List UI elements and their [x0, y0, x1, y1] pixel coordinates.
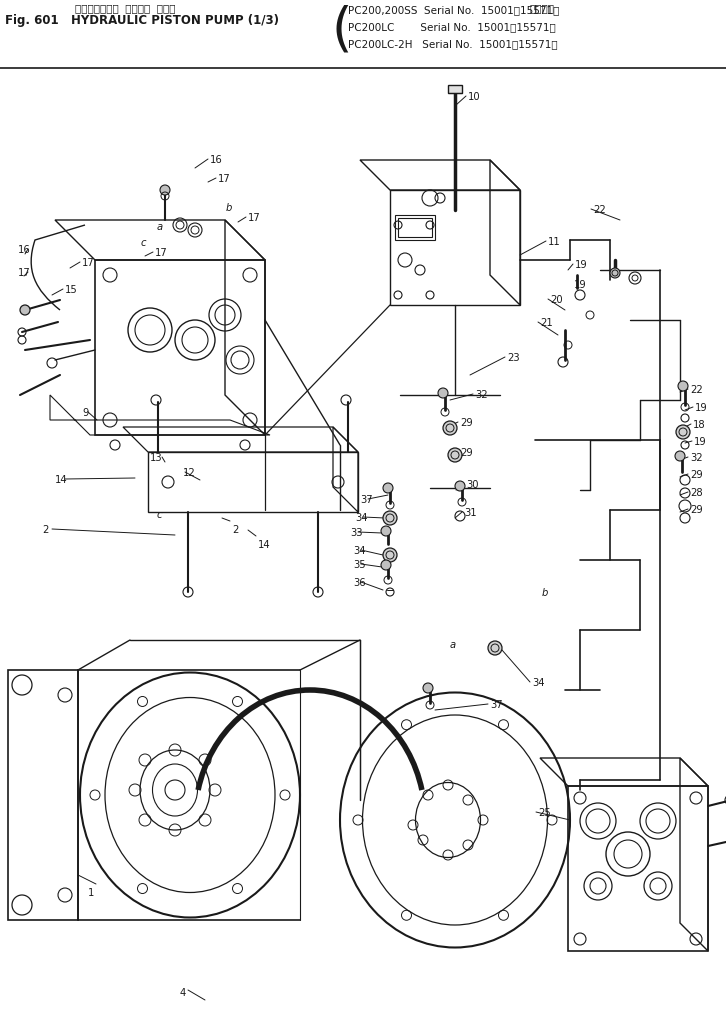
Text: 23: 23: [507, 353, 520, 363]
Text: 22: 22: [593, 205, 605, 215]
Text: PC200,200SS  Serial No.  15001～15571）: PC200,200SS Serial No. 15001～15571）: [348, 5, 559, 15]
Text: Fig. 601   HYDRAULIC PISTON PUMP (1/3): Fig. 601 HYDRAULIC PISTON PUMP (1/3): [5, 14, 279, 27]
Text: ハイドロリック  ピストン  ポンプ: ハイドロリック ピストン ポンプ: [75, 3, 176, 13]
Text: 36: 36: [353, 578, 366, 588]
Text: 4: 4: [180, 988, 187, 998]
Text: 19: 19: [575, 260, 588, 270]
Text: 14: 14: [258, 540, 271, 549]
Circle shape: [448, 448, 462, 462]
Text: (: (: [332, 5, 353, 57]
Text: 17: 17: [248, 213, 261, 223]
Text: 32: 32: [690, 453, 703, 463]
Circle shape: [678, 381, 688, 391]
Text: 21: 21: [540, 318, 552, 328]
Text: PC200LC-2H   Serial No.  15001～15571）: PC200LC-2H Serial No. 15001～15571）: [348, 39, 558, 49]
Text: 19: 19: [574, 280, 587, 290]
Bar: [8, 670, 78, 920]
Circle shape: [383, 548, 397, 562]
Text: 22: 22: [690, 385, 703, 395]
Text: 32: 32: [475, 390, 488, 400]
Text: 19: 19: [694, 437, 706, 447]
Text: b: b: [542, 588, 548, 598]
Circle shape: [675, 451, 685, 461]
Circle shape: [488, 641, 502, 655]
Text: 12: 12: [183, 468, 196, 478]
Text: 13: 13: [150, 453, 163, 463]
Circle shape: [423, 683, 433, 693]
Text: 37: 37: [360, 495, 372, 505]
Circle shape: [610, 268, 620, 278]
Text: 20: 20: [550, 295, 563, 305]
Text: 適用号機: 適用号機: [530, 3, 555, 13]
Text: 16: 16: [18, 245, 30, 255]
Text: 17: 17: [82, 258, 95, 268]
Text: 17: 17: [155, 248, 168, 258]
Circle shape: [383, 511, 397, 525]
Text: 9: 9: [82, 409, 89, 418]
Text: 33: 33: [350, 528, 362, 538]
Text: 19: 19: [695, 403, 708, 413]
Text: 35: 35: [353, 560, 366, 570]
Text: 29: 29: [460, 418, 473, 428]
Bar: [398, 218, 432, 237]
Text: PC200LC        Serial No.  15001～15571）: PC200LC Serial No. 15001～15571）: [348, 22, 555, 32]
Circle shape: [160, 185, 170, 196]
Text: a: a: [450, 640, 456, 650]
Text: 25: 25: [538, 808, 551, 818]
Bar: [448, 85, 462, 93]
Text: 28: 28: [690, 488, 703, 498]
Circle shape: [443, 421, 457, 435]
Bar: [395, 215, 435, 240]
Text: 30: 30: [466, 480, 478, 490]
Text: 29: 29: [690, 505, 703, 514]
Text: 31: 31: [464, 508, 477, 518]
Circle shape: [455, 481, 465, 491]
Text: 2: 2: [232, 525, 238, 535]
Text: 34: 34: [353, 546, 365, 556]
Text: 1: 1: [88, 888, 94, 898]
Text: 18: 18: [693, 420, 706, 430]
Text: 16: 16: [210, 155, 223, 165]
Text: 15: 15: [65, 285, 78, 295]
Circle shape: [383, 483, 393, 493]
Text: b: b: [226, 203, 232, 213]
Text: a: a: [157, 222, 163, 232]
Circle shape: [381, 560, 391, 570]
Circle shape: [438, 388, 448, 398]
Text: 2: 2: [42, 525, 49, 535]
Text: 10: 10: [468, 92, 481, 102]
Text: 17: 17: [218, 174, 231, 184]
Text: 14: 14: [55, 475, 68, 485]
Text: 17: 17: [18, 268, 30, 278]
Text: c: c: [141, 238, 147, 248]
Circle shape: [381, 526, 391, 536]
Circle shape: [20, 305, 30, 315]
Text: 29: 29: [460, 448, 473, 458]
Text: 11: 11: [548, 237, 560, 247]
Text: 29: 29: [690, 470, 703, 480]
Text: 37: 37: [490, 700, 502, 710]
Circle shape: [676, 425, 690, 439]
Text: c: c: [157, 510, 163, 520]
Text: 34: 34: [355, 513, 367, 523]
Text: 34: 34: [532, 678, 544, 688]
